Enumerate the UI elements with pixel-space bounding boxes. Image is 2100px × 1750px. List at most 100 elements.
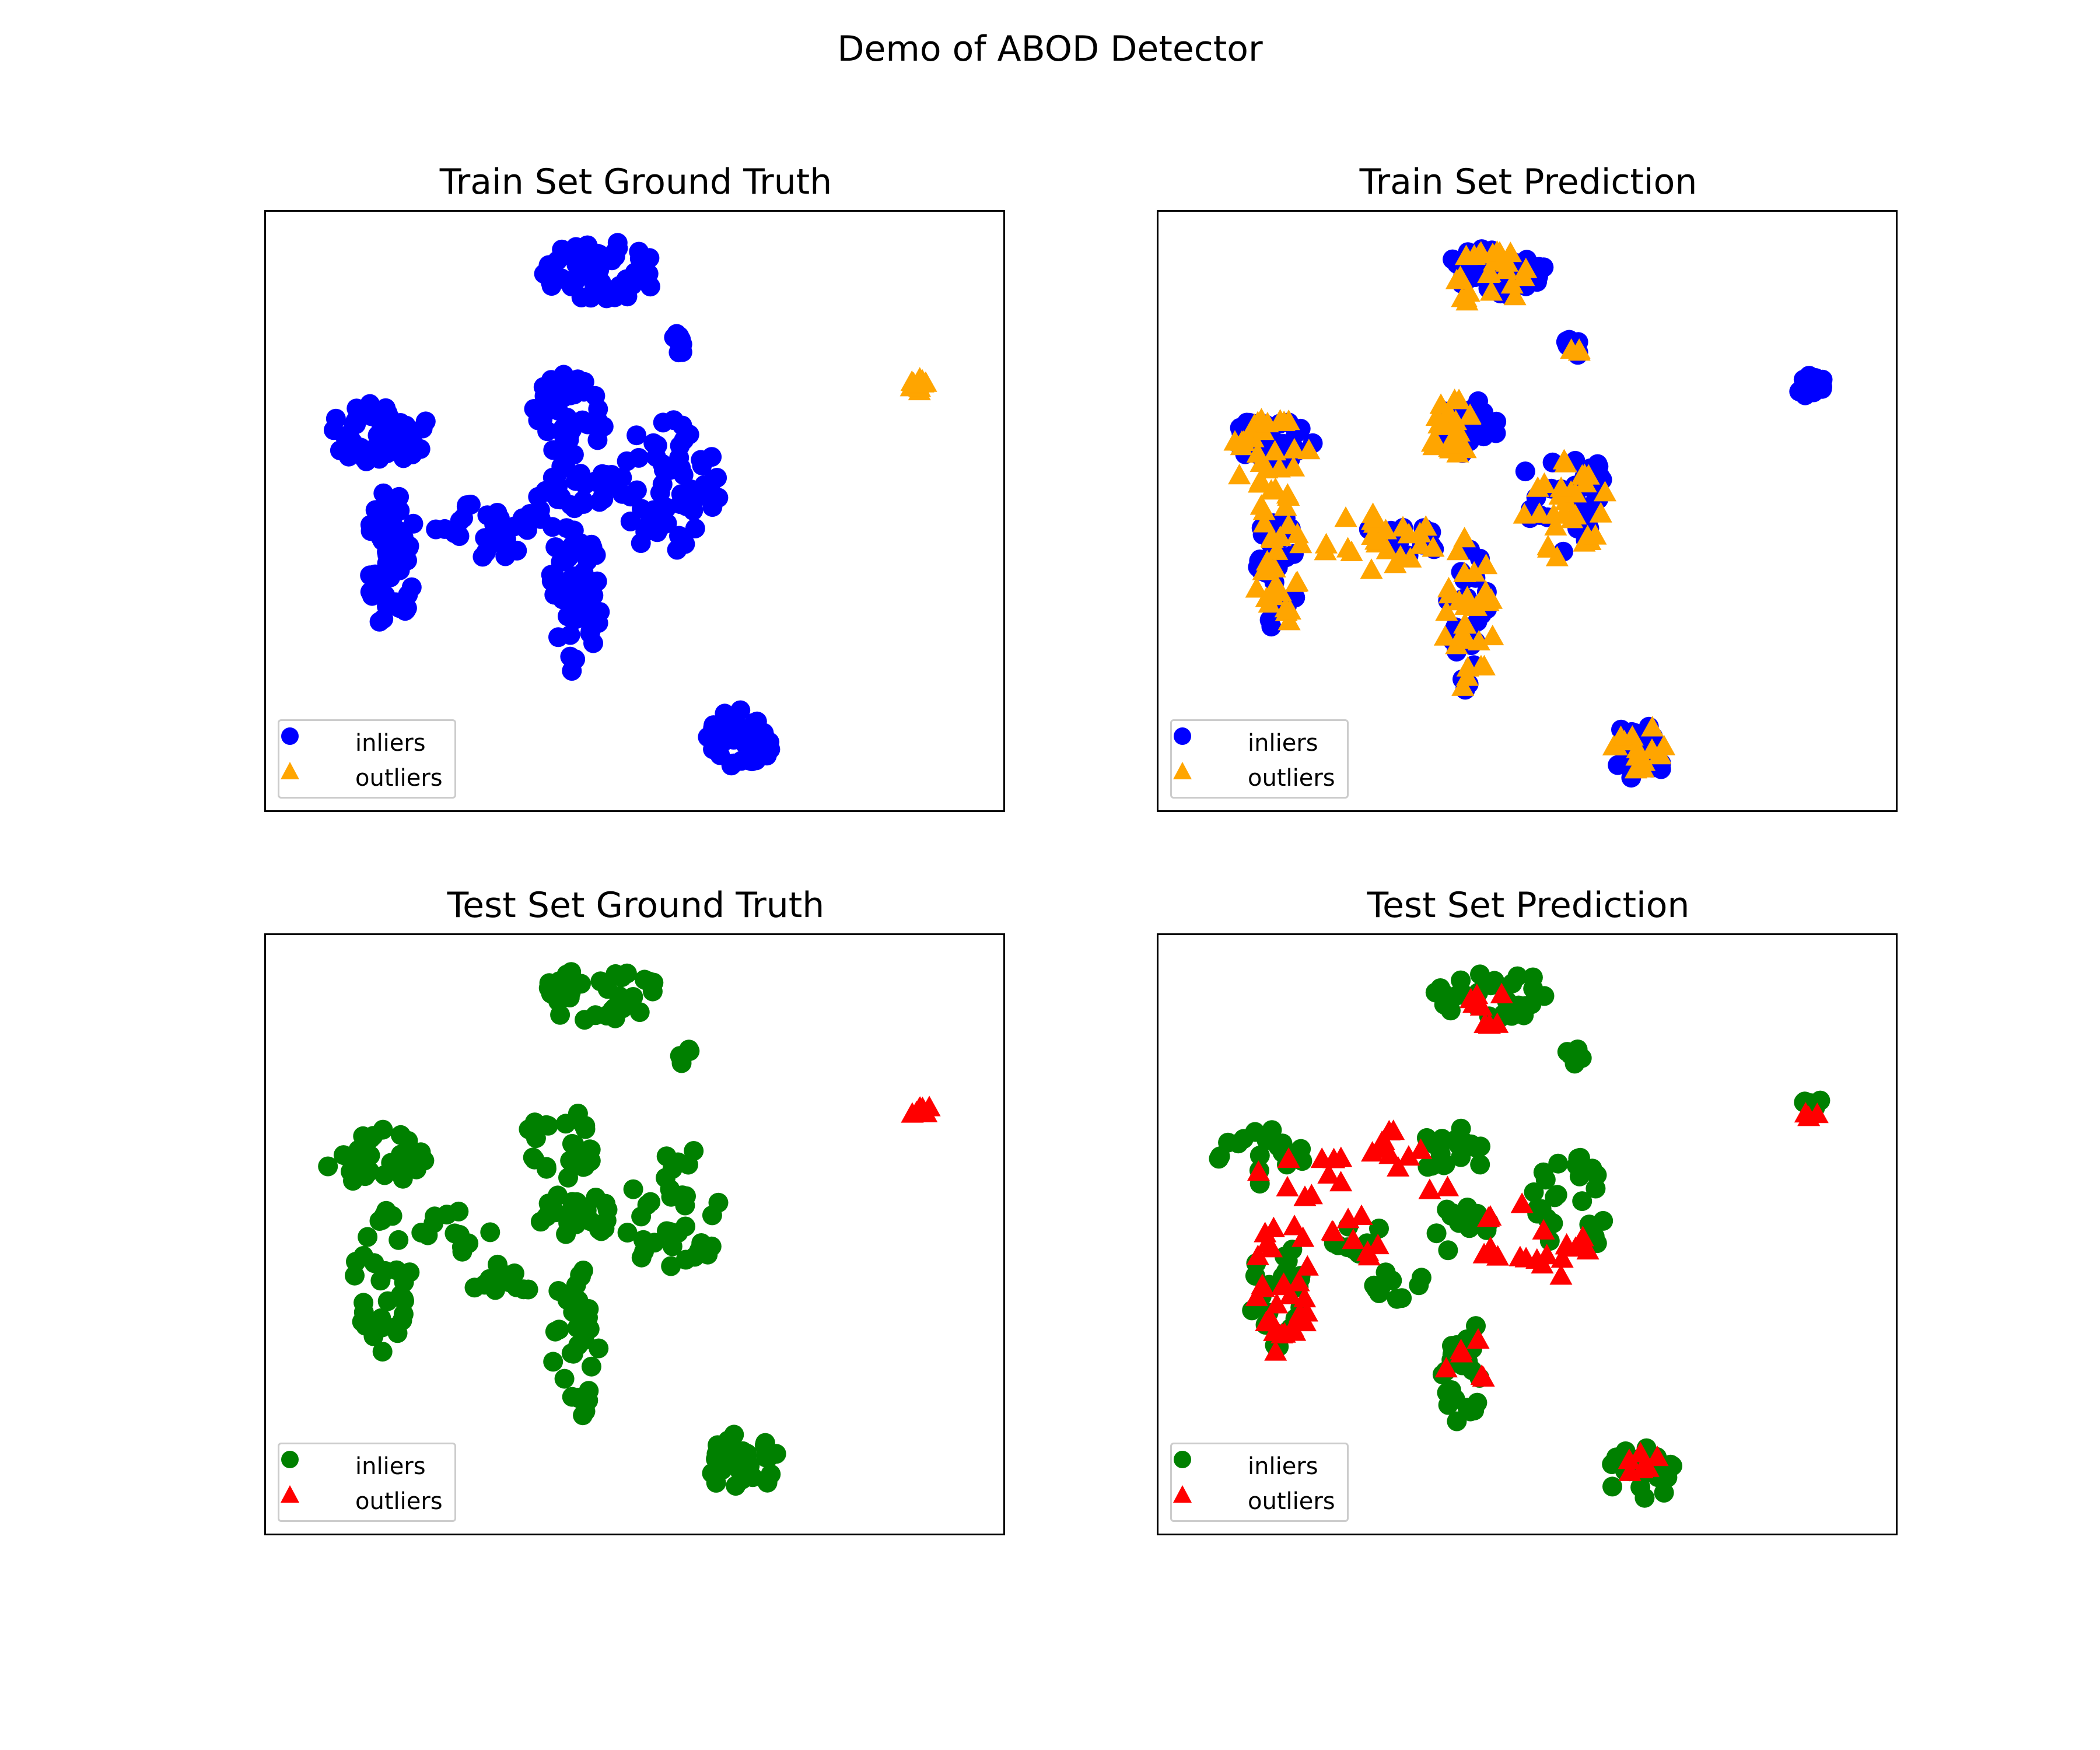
inlier-point [393,448,414,468]
inlier-point [663,410,684,430]
outlier-point [1293,1286,1317,1308]
inlier-point [647,435,667,456]
outlier-point [1289,533,1312,554]
inlier-point [398,1130,418,1151]
inlier-point [545,1202,566,1223]
inlier-point [761,1464,781,1485]
outlier-point [1478,1013,1501,1034]
outlier-point [1340,540,1363,561]
inlier-point [759,1447,779,1467]
inlier-point [685,518,705,538]
legend-entry-inliers: inliers [1172,726,1347,761]
outlier-point [1387,1156,1410,1177]
inlier-point [490,517,510,538]
outlier-point [1397,1145,1420,1166]
inlier-point [660,1179,680,1199]
inlier-point [365,500,386,520]
outlier-point [1448,265,1472,286]
legend-label-outliers: outliers [1248,765,1335,792]
outlier-point [1544,514,1567,536]
inlier-point [712,733,732,753]
outlier-point [1629,1441,1652,1462]
outlier-point [1317,1163,1340,1184]
inlier-point [477,505,498,526]
inlier-point [1451,1147,1471,1167]
inlier-point [1531,1199,1552,1219]
inlier-point [526,1128,546,1149]
inlier-point [373,608,394,629]
inlier-point [556,1224,576,1244]
outlier-point [1282,456,1306,477]
outlier-point [1455,665,1479,686]
outlier-point [1363,507,1386,528]
outlier-point [1278,610,1301,631]
outlier-point [1384,552,1407,573]
inlier-point [393,1168,413,1189]
outlier-point [1472,654,1496,676]
outlier-point [1433,625,1457,646]
inlier-point [662,1236,682,1256]
outlier-point [1329,1171,1353,1192]
inlier-point [1210,1146,1230,1167]
train-ground-truth-plot [324,233,937,776]
inlier-point [735,734,755,754]
outlier-point [1264,440,1287,461]
outlier-point [1549,476,1573,497]
inlier-point [568,374,588,395]
inlier-point [684,490,704,510]
inlier-point [352,1311,372,1332]
outlier-point [1228,464,1251,485]
inlier-point [326,408,346,429]
outlier-point [1252,559,1275,580]
inlier-point [668,342,689,363]
inlier-point [363,1126,383,1146]
outlier-point [1436,1175,1460,1196]
outlier-point [1503,285,1527,306]
outlier-point [1458,403,1482,424]
inlier-point [346,398,367,419]
outlier-point [1292,1226,1315,1247]
outlier-point [1584,524,1607,545]
inlier-point [375,585,396,606]
outlier-point [1277,485,1300,506]
outlier-point [1646,1446,1669,1466]
outlier-point [1459,988,1482,1009]
inlier-point [507,540,527,561]
outlier-point [1420,431,1444,452]
inlier-point [1438,1240,1458,1261]
inlier-point [545,537,566,557]
inlier-point [589,1338,609,1359]
inlier-point [1566,1155,1587,1175]
inlier-point [1507,966,1528,986]
legend-entry-outliers: outliers [279,1484,454,1519]
inlier-point [607,233,628,253]
outlier-point [1526,476,1549,497]
inlier-point [701,1236,722,1256]
outlier-point [1577,464,1600,485]
outlier-point [1254,1222,1277,1242]
inlier-point [356,451,376,471]
inlier-point [373,483,394,503]
inlier-point [680,1041,700,1061]
inlier-point [668,1152,688,1172]
outlier-point [1252,1276,1275,1297]
inlier-point [524,1112,545,1133]
inlier-point [449,1201,469,1222]
outlier-point [1257,1310,1280,1331]
test-prediction-axes: inliers outliers [1157,933,1898,1535]
legend-label-inliers: inliers [1248,730,1318,757]
inlier-point [543,1352,564,1372]
inlier-point [1522,967,1543,988]
inlier-point [634,970,654,990]
outlier-point [1255,586,1278,607]
inlier-point [548,1185,568,1206]
outliers-triangle-icon [1173,1485,1192,1503]
inlier-point [640,276,660,297]
inlier-point [424,1213,444,1234]
inlier-point [612,967,632,988]
inlier-point [360,582,380,602]
inlier-point [560,646,580,667]
inlier-point [575,1156,595,1177]
outlier-point [1446,540,1469,561]
outlier-point [1434,1357,1458,1378]
